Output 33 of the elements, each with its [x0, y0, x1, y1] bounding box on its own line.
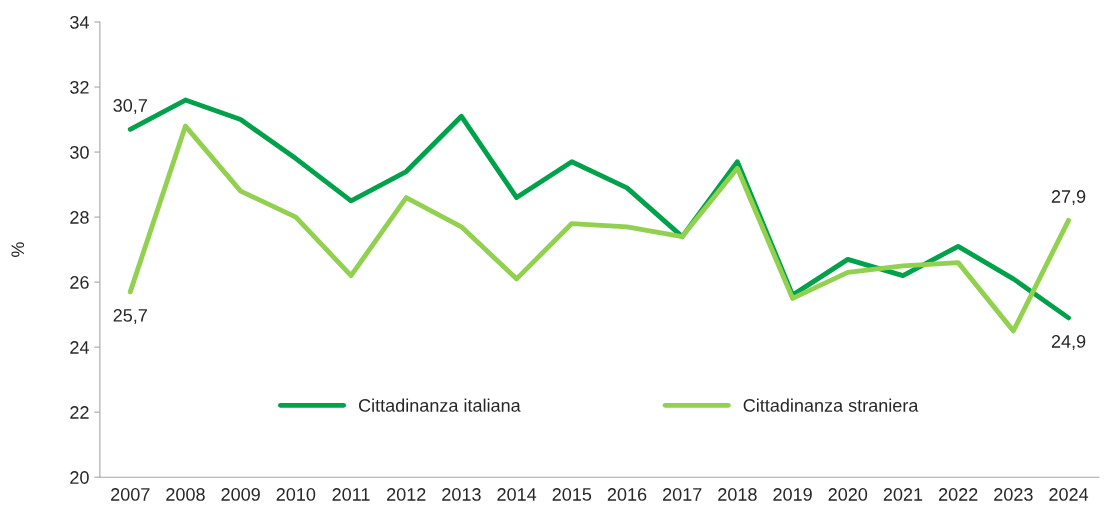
x-tick-label: 2014 — [497, 488, 537, 501]
legend-label: Cittadinanza straniera — [743, 398, 919, 412]
x-tick-label: 2015 — [552, 488, 592, 501]
annotation: 24,9 — [1051, 335, 1086, 350]
y-tick-label: 24 — [70, 341, 89, 354]
y-tick-label: 26 — [70, 276, 89, 289]
x-tick-label: 2024 — [1049, 488, 1089, 501]
y-axis-title: % — [11, 242, 25, 257]
y-tick-label: 20 — [70, 471, 89, 484]
y-tick-label: 30 — [70, 146, 89, 159]
x-tick-label: 2019 — [773, 488, 812, 501]
x-tick-label: 2010 — [276, 488, 316, 501]
x-tick-label: 2018 — [718, 488, 757, 501]
x-tick-label: 2020 — [828, 488, 868, 501]
x-tick-label: 2021 — [883, 488, 923, 501]
x-tick-label: 2017 — [663, 488, 702, 501]
y-tick-label: 34 — [70, 15, 89, 29]
x-tick-label: 2022 — [938, 488, 978, 501]
x-tick-label: 2008 — [166, 488, 205, 501]
y-tick-label: 28 — [70, 211, 89, 224]
y-tick-label: 32 — [70, 80, 89, 94]
y-tick-label: 22 — [70, 406, 89, 419]
x-tick-label: 2023 — [994, 488, 1033, 501]
x-tick-label: 2016 — [607, 488, 647, 501]
legend-label: Cittadinanza italiana — [358, 398, 521, 412]
annotation: 25,7 — [113, 309, 147, 324]
x-tick-label: 2013 — [442, 488, 481, 501]
x-tick-label: 2009 — [221, 488, 260, 501]
annotation: 27,9 — [1051, 190, 1086, 206]
x-tick-label: 2012 — [387, 488, 426, 501]
x-tick-label: 2007 — [111, 488, 150, 501]
x-tick-label: 2011 — [332, 488, 370, 501]
annotation: 30,7 — [113, 99, 147, 114]
